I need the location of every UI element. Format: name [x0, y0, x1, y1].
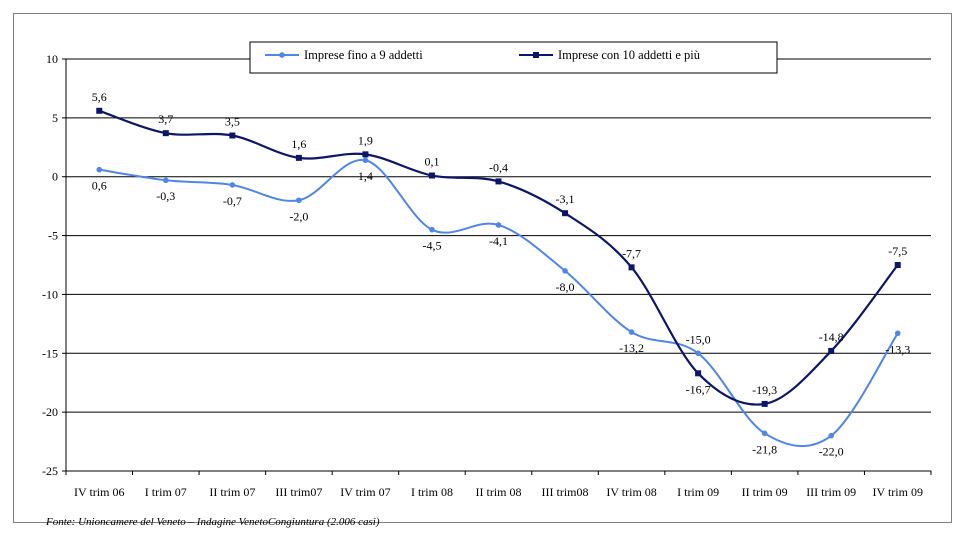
- x-tick-label: III trim08: [542, 485, 589, 499]
- source-note: Fonte: Unioncamere del Veneto – Indagine…: [46, 516, 380, 528]
- series-line-1: [98, 109, 899, 406]
- data-label: -0,3: [156, 189, 175, 203]
- legend-label-small-firms: Imprese fino a 9 addetti: [304, 48, 423, 62]
- x-tick-label: II trim 09: [742, 485, 788, 499]
- data-labels-layer: 0,6 -0,3 -0,7 -2,0 1,4 -4,5 -4,1 -8,0 -13,2 -15,0…: [92, 90, 910, 459]
- x-tick-label: IV trim 07: [340, 485, 390, 499]
- data-point: [229, 182, 236, 188]
- data-label: -7,7: [622, 246, 641, 260]
- data-label: -3,1: [556, 192, 575, 206]
- data-label: 1,6: [291, 137, 306, 151]
- data-point: [495, 222, 502, 228]
- data-label: 5,6: [92, 90, 107, 104]
- data-label: -22,0: [819, 445, 844, 459]
- data-point: [695, 370, 702, 377]
- data-point: [761, 400, 768, 407]
- x-tick-label: I trim 08: [411, 485, 453, 499]
- y-tick-label: -15: [42, 346, 58, 360]
- x-axis: IV trim 06 I trim 07 II trim 07 III trim07 I…: [65, 471, 932, 499]
- legend-box: [249, 41, 778, 74]
- data-label: -14,8: [819, 330, 844, 344]
- legend-marker-large-firms: [533, 52, 539, 58]
- data-point: [628, 329, 635, 335]
- data-point: [828, 347, 835, 354]
- x-tick-label: IV trim 09: [873, 485, 923, 499]
- data-label: 0,6: [92, 179, 107, 193]
- data-label: -21,8: [752, 442, 777, 456]
- data-point: [163, 177, 169, 184]
- x-tick-label: II trim 08: [476, 485, 522, 499]
- x-tick-label: IV trim 08: [606, 485, 656, 499]
- data-label: -19,3: [752, 383, 777, 397]
- chart-frame: 10 5 0 -5 -10 -15 -20 -25 IV trim 06 I trim 07 II…: [13, 13, 952, 528]
- data-point: [429, 226, 435, 233]
- data-label: -4,1: [489, 234, 508, 248]
- line-chart: 10 5 0 -5 -10 -15 -20 -25 IV trim 06 I trim 07 II…: [42, 41, 932, 499]
- x-tick-label: I trim 09: [677, 485, 719, 499]
- data-point: [96, 166, 103, 173]
- data-point: [562, 210, 569, 217]
- data-point: [428, 172, 435, 179]
- y-tick-label: 5: [52, 111, 58, 125]
- data-label: -15,0: [686, 332, 711, 346]
- data-point: [362, 151, 369, 158]
- y-tick-label: -10: [42, 287, 58, 301]
- data-point: [894, 330, 901, 337]
- data-label: 3,7: [158, 112, 173, 126]
- series-line-0: [99, 159, 899, 448]
- data-point: [229, 132, 236, 139]
- data-point: [562, 268, 568, 274]
- data-point: [362, 157, 369, 164]
- data-point: [295, 154, 302, 161]
- x-tick-label: I trim 07: [145, 485, 187, 499]
- data-point: [296, 197, 302, 204]
- x-tick-label: II trim 07: [209, 485, 255, 499]
- y-tick-label: 10: [46, 52, 58, 66]
- data-label: -0,4: [489, 160, 508, 174]
- x-tick-label: IV trim 06: [74, 485, 124, 499]
- data-label: -13,3: [885, 342, 910, 356]
- data-point: [761, 430, 768, 437]
- data-label: -16,7: [686, 382, 711, 396]
- grid-lines: [66, 58, 931, 472]
- data-label: -4,5: [422, 239, 441, 253]
- y-tick-label: -20: [42, 405, 58, 419]
- data-point: [162, 130, 169, 137]
- data-point: [96, 107, 103, 114]
- data-point: [628, 264, 635, 271]
- y-tick-label: -5: [48, 229, 58, 243]
- y-tick-label: 0: [52, 170, 58, 184]
- data-label: 3,5: [225, 115, 240, 129]
- data-point: [894, 262, 901, 268]
- data-label: 1,9: [358, 133, 373, 147]
- data-label: -2,0: [289, 209, 308, 223]
- data-label: 0,1: [424, 155, 439, 169]
- legend-marker-small-firms: [279, 52, 285, 58]
- data-label: -8,0: [556, 280, 575, 294]
- data-point: [495, 178, 502, 185]
- data-point: [828, 432, 834, 439]
- legend-label-large-firms: Imprese con 10 addetti e più: [558, 48, 701, 62]
- y-tick-label: -25: [42, 464, 58, 478]
- x-tick-label: III trim07: [275, 485, 322, 499]
- data-label: 1,4: [358, 169, 373, 183]
- legend: Imprese fino a 9 addetti Imprese con 10 …: [249, 41, 778, 74]
- data-label: -0,7: [223, 194, 242, 208]
- data-label: -7,5: [888, 244, 907, 258]
- series-layer: [96, 107, 901, 448]
- y-axis: 10 5 0 -5 -10 -15 -20 -25: [42, 52, 67, 478]
- data-point: [695, 350, 701, 357]
- x-tick-label: III trim 09: [806, 485, 856, 499]
- data-label: -13,2: [619, 341, 644, 355]
